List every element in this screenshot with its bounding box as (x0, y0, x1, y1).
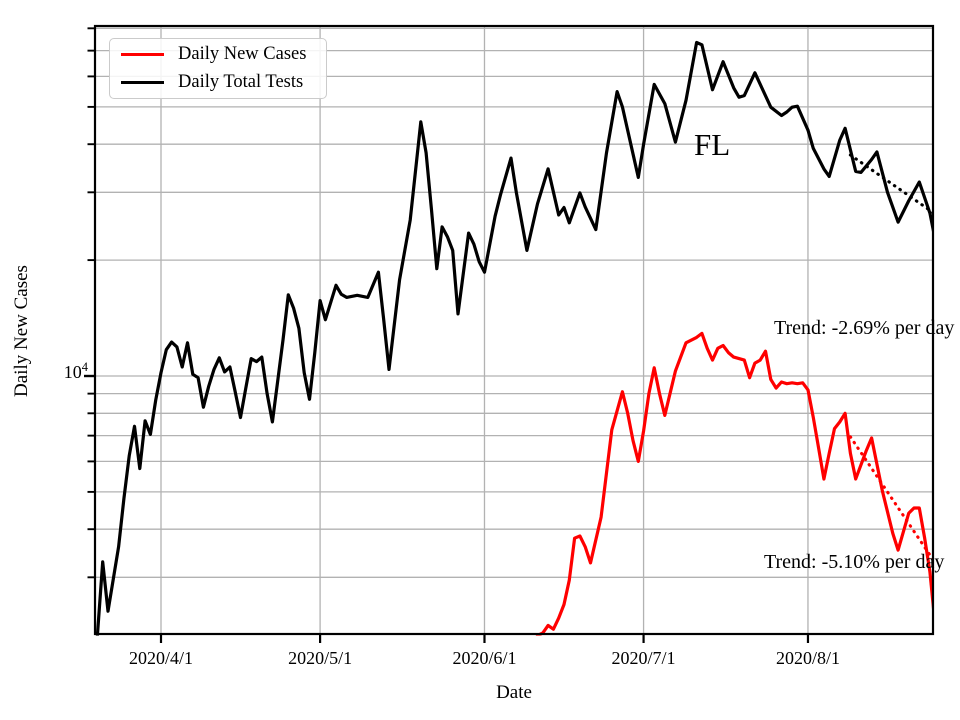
y-axis-label: Daily New Cases (11, 265, 32, 397)
trend-line-daily-new-cases (848, 435, 933, 563)
legend: Daily New Cases Daily Total Tests (109, 38, 327, 99)
legend-label: Daily Total Tests (178, 72, 304, 93)
x-tick-label: 2020/8/1 (775, 648, 840, 668)
state-annotation: FL (694, 127, 731, 162)
trend-line-daily-total-tests (848, 153, 933, 215)
legend-item-daily-new-cases: Daily New Cases (121, 43, 326, 67)
x-tick-label: 2020/7/1 (611, 648, 676, 668)
y-tick-exponent: 4 (81, 360, 88, 374)
legend-item-daily-total-tests: Daily Total Tests (121, 70, 326, 94)
plot-border (93, 24, 935, 636)
y-tick-label-10e4: 104 (50, 360, 88, 384)
x-axis-label: Date (496, 682, 532, 703)
series-line-daily-new-cases (535, 331, 933, 636)
x-tick-label: 2020/4/1 (128, 648, 194, 668)
trend-label-cases: Trend: -5.10% per day (764, 551, 945, 573)
series-line-daily-total-tests (95, 40, 933, 636)
legend-line-swatch (121, 53, 164, 57)
legend-label: Daily New Cases (178, 44, 307, 65)
y-tick-base: 10 (63, 362, 82, 382)
trend-label-tests: Trend: -2.69% per day (774, 317, 955, 339)
tick-marks (84, 27, 810, 643)
legend-line-swatch (121, 80, 164, 84)
x-tick-label: 2020/6/1 (452, 648, 517, 668)
x-tick-label: 2020/5/1 (288, 648, 353, 668)
